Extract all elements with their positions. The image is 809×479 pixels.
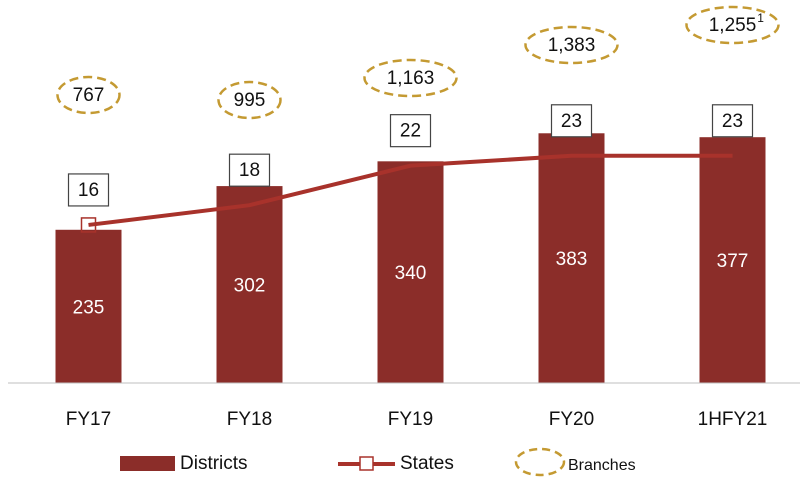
line-value-box — [550, 104, 593, 138]
legend-swatch-ellipse — [514, 447, 566, 477]
line-value-label: 16 — [78, 180, 99, 201]
legend-label: Districts — [180, 453, 248, 474]
x-tick-label: FY18 — [227, 409, 272, 430]
legend-swatch-marker — [359, 456, 374, 471]
bar — [377, 161, 444, 383]
line-value-label: 23 — [722, 111, 743, 132]
x-tick-label: 1HFY21 — [698, 409, 768, 430]
x-tick-label: FY19 — [388, 409, 433, 430]
legend-label: Branches — [568, 457, 636, 474]
branch-ellipse — [217, 80, 282, 120]
line-marker — [80, 217, 97, 233]
branch-ellipse — [56, 75, 121, 115]
branch-label: 1,163 — [387, 68, 435, 89]
branch-label: 995 — [234, 90, 266, 111]
legend-label: States — [400, 453, 454, 474]
bar-value-label: 302 — [234, 276, 266, 297]
line — [88, 153, 733, 227]
line-value-box — [389, 114, 432, 148]
branch-footnote: 1 — [757, 11, 764, 25]
branch-ellipse — [685, 5, 780, 45]
branch-label: 767 — [73, 85, 105, 106]
bar — [55, 229, 122, 383]
bar-value-label: 235 — [73, 297, 105, 318]
branch-ellipse — [363, 58, 458, 98]
bar — [216, 186, 283, 383]
bar — [538, 133, 605, 383]
line-value-label: 22 — [400, 121, 421, 142]
bar-value-label: 340 — [395, 263, 427, 284]
x-tick-label: FY17 — [66, 409, 111, 430]
branch-label: 1,255 — [709, 15, 757, 36]
line-value-label: 18 — [239, 160, 260, 181]
line-value-box — [67, 173, 110, 207]
branch-label: 1,383 — [548, 35, 596, 56]
legend-swatch-bar — [120, 456, 175, 471]
line-value-label: 23 — [561, 111, 582, 132]
bar — [699, 137, 766, 383]
bar-value-label: 383 — [556, 249, 588, 270]
x-tick-label: FY20 — [549, 409, 594, 430]
bar-value-label: 377 — [717, 251, 749, 272]
branch-ellipse — [524, 25, 619, 65]
line-value-box — [228, 153, 271, 187]
line-value-box — [711, 104, 754, 138]
